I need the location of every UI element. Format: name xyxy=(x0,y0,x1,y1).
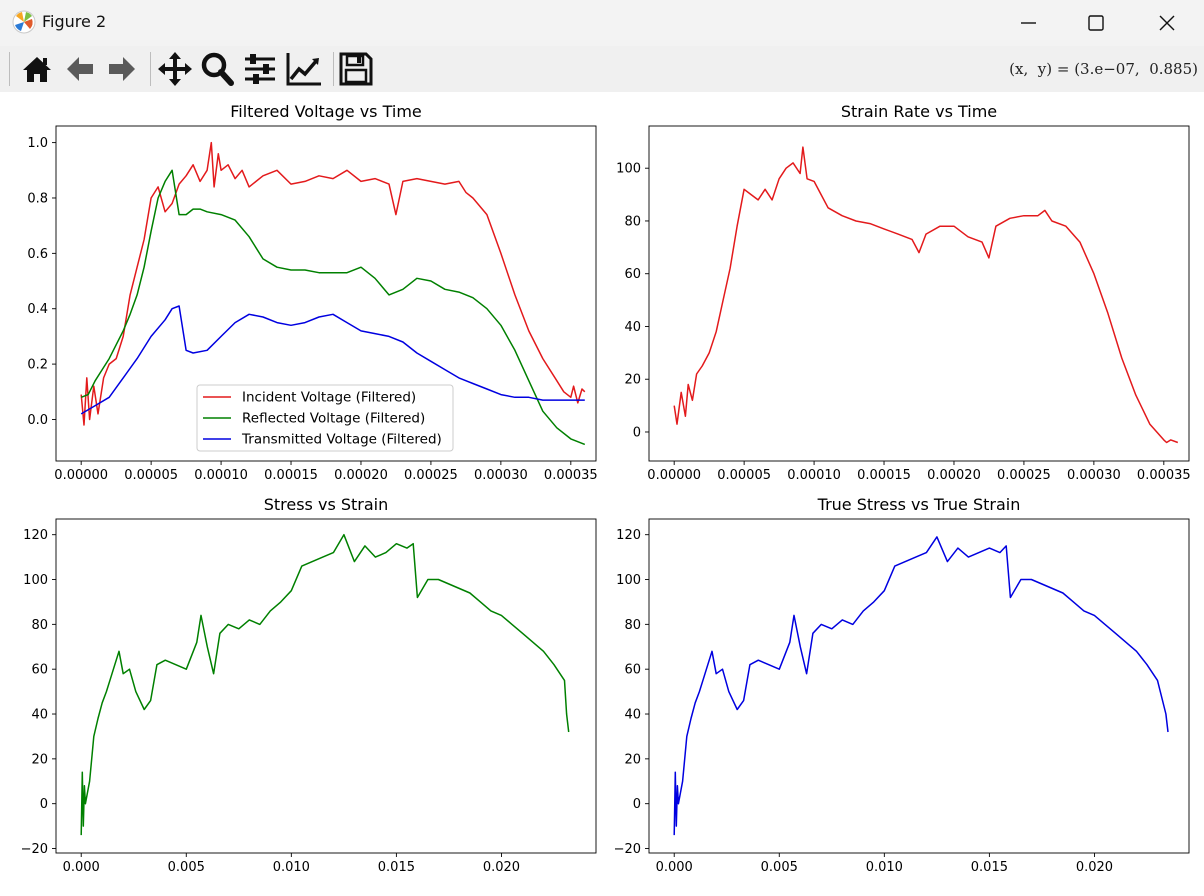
y-tick-label: 0.4 xyxy=(27,302,48,317)
y-tick-label: 60 xyxy=(31,663,48,678)
x-tick-label: 0.00035 xyxy=(544,468,598,483)
y-tick-label: −20 xyxy=(614,842,641,857)
y-tick-label: 0 xyxy=(633,425,641,440)
chart-title: True Stress vs True Strain xyxy=(817,495,1021,514)
edit-axis-curves-icon[interactable] xyxy=(285,50,323,88)
x-tick-label: 0.00020 xyxy=(927,468,981,483)
legend-label: Incident Voltage (Filtered) xyxy=(242,390,416,406)
zoom-magnifier-icon[interactable] xyxy=(198,50,236,88)
chart-title: Filtered Voltage vs Time xyxy=(230,102,422,121)
y-tick-label: 120 xyxy=(23,528,48,543)
x-tick-label: 0.010 xyxy=(273,860,310,875)
cursor-coordinates-readout: (x, y) = (3.e−07, 0.885) xyxy=(1009,60,1198,78)
y-tick-label: 100 xyxy=(616,162,641,177)
window-title: Figure 2 xyxy=(42,12,107,31)
pan-move-icon[interactable] xyxy=(156,50,194,88)
subplot-3[interactable]: 0.000 0.005 0.010 0.015 0.020 −20 0 20 40 60 80 100… xyxy=(21,495,597,875)
y-tick-label: 20 xyxy=(624,373,641,388)
y-tick-label: 60 xyxy=(624,663,641,678)
x-tick-label: 0.00005 xyxy=(124,468,178,483)
y-tick-label: 0.0 xyxy=(27,413,48,428)
configure-subplots-icon[interactable] xyxy=(241,50,279,88)
x-tick-label: 0.010 xyxy=(866,860,903,875)
x-tick-label: 0.00010 xyxy=(194,468,248,483)
y-tick-label: 20 xyxy=(31,752,48,767)
y-tick-label: 0 xyxy=(633,797,641,812)
axes-frame xyxy=(648,518,1190,854)
y-tick-label: 0.6 xyxy=(27,247,48,262)
x-tick-label: 0.000 xyxy=(63,860,100,875)
series-line-1 xyxy=(80,533,570,836)
x-tick-label: 0.00005 xyxy=(717,468,771,483)
x-tick-label: 0.005 xyxy=(761,860,798,875)
x-tick-label: 0.000 xyxy=(656,860,693,875)
x-tick-label: 0.020 xyxy=(483,860,520,875)
x-tick-label: 0.00025 xyxy=(997,468,1051,483)
back-arrow-icon[interactable] xyxy=(61,50,99,88)
save-floppy-icon[interactable] xyxy=(337,50,375,88)
y-tick-label: 0.8 xyxy=(27,191,48,206)
x-tick-label: 0.00015 xyxy=(264,468,318,483)
x-tick-label: 0.00030 xyxy=(474,468,528,483)
axes-frame xyxy=(648,125,1190,462)
x-tick-label: 0.00015 xyxy=(857,468,911,483)
y-tick-label: 40 xyxy=(624,320,641,335)
y-tick-label: 100 xyxy=(616,573,641,588)
subplot-1[interactable]: 0.00000 0.00005 0.00010 0.00015 0.00020 0.000… xyxy=(27,102,597,483)
home-icon[interactable] xyxy=(18,50,56,88)
legend-label: Reflected Voltage (Filtered) xyxy=(242,411,425,427)
y-tick-label: 60 xyxy=(624,267,641,282)
x-tick-label: 0.00035 xyxy=(1137,468,1191,483)
legend: Incident Voltage (Filtered) Reflected Vol… xyxy=(196,384,454,452)
matplotlib-logo-icon xyxy=(12,10,36,34)
series-line-1 xyxy=(80,141,586,426)
y-tick-label: 80 xyxy=(31,618,48,633)
chart-title: Strain Rate vs Time xyxy=(841,102,997,121)
y-tick-label: 40 xyxy=(31,708,48,723)
y-tick-label: 120 xyxy=(616,528,641,543)
x-tick-label: 0.00000 xyxy=(647,468,701,483)
subplot-4[interactable]: 0.000 0.005 0.010 0.015 0.020 −20 0 20 40 60 80 100… xyxy=(614,495,1190,875)
series-line-1 xyxy=(673,536,1169,836)
y-tick-label: 1.0 xyxy=(27,136,48,151)
y-tick-label: 100 xyxy=(23,573,48,588)
subplot-2[interactable]: 0.00000 0.00005 0.00010 0.00015 0.00020 0.000… xyxy=(616,102,1191,483)
toolbar-separator xyxy=(150,52,151,86)
figure-canvas[interactable]: 0.00000 0.00005 0.00010 0.00015 0.00020 0.000… xyxy=(0,92,1204,892)
y-tick-label: 20 xyxy=(624,752,641,767)
y-tick-label: 0 xyxy=(40,797,48,812)
x-tick-label: 0.00010 xyxy=(787,468,841,483)
legend-box xyxy=(196,384,454,452)
minimize-icon[interactable] xyxy=(1014,8,1044,38)
x-tick-label: 0.00025 xyxy=(404,468,458,483)
x-tick-label: 0.005 xyxy=(168,860,205,875)
figure-svg[interactable]: 0.00000 0.00005 0.00010 0.00015 0.00020 0.000… xyxy=(0,92,1204,892)
legend-label: Transmitted Voltage (Filtered) xyxy=(241,432,442,448)
x-tick-label: 0.015 xyxy=(971,860,1008,875)
y-tick-label: 80 xyxy=(624,618,641,633)
y-tick-label: 0.2 xyxy=(27,358,48,373)
y-tick-label: −20 xyxy=(21,842,48,857)
series-line-2 xyxy=(80,169,586,446)
x-tick-label: 0.020 xyxy=(1076,860,1113,875)
x-tick-label: 0.00000 xyxy=(54,468,108,483)
axes-frame xyxy=(55,125,597,462)
x-tick-label: 0.00020 xyxy=(334,468,388,483)
x-tick-label: 0.015 xyxy=(378,860,415,875)
forward-arrow-icon[interactable] xyxy=(103,50,141,88)
maximize-icon[interactable] xyxy=(1081,8,1111,38)
y-tick-label: 40 xyxy=(624,708,641,723)
y-tick-label: 80 xyxy=(624,214,641,229)
x-tick-label: 0.00030 xyxy=(1067,468,1121,483)
title-bar: Figure 2 xyxy=(0,0,1204,47)
axes-frame xyxy=(55,518,597,854)
toolbar-separator xyxy=(333,52,334,86)
series-line-1 xyxy=(673,146,1179,444)
close-icon[interactable] xyxy=(1152,8,1182,38)
chart-title: Stress vs Strain xyxy=(264,495,389,514)
series-line-3 xyxy=(80,305,585,415)
toolbar-separator xyxy=(9,52,10,86)
navigation-toolbar: (x, y) = (3.e−07, 0.885) xyxy=(0,46,1204,93)
